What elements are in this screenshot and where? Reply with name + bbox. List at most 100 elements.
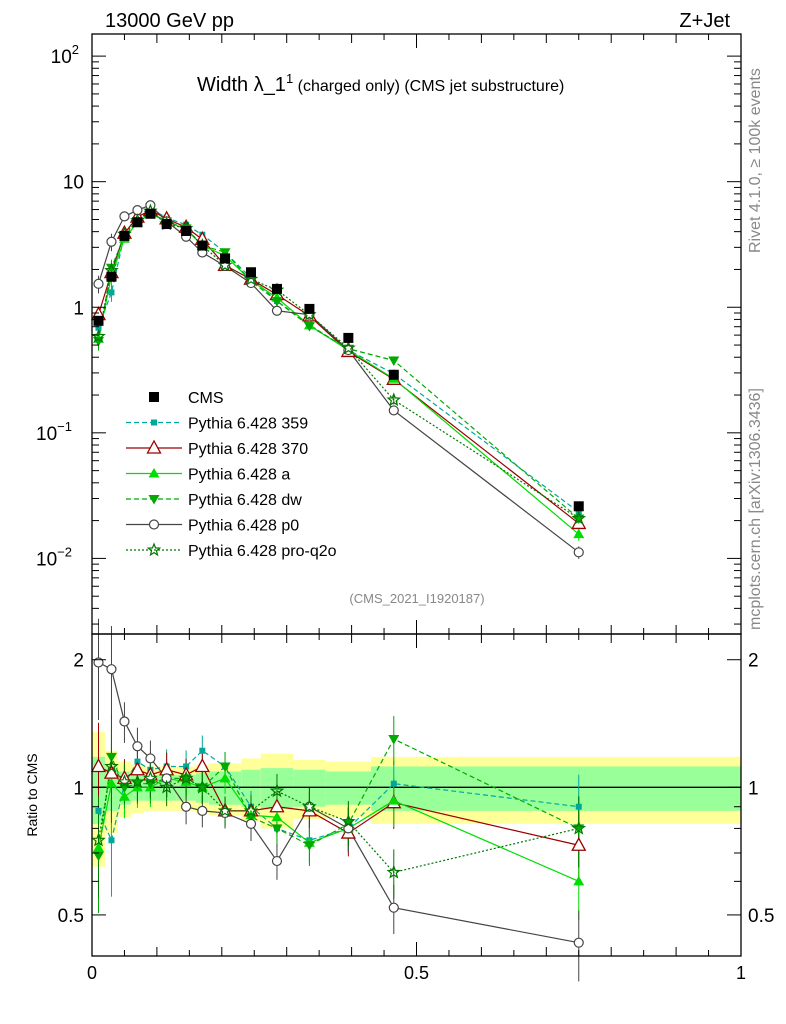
marker-main-p359 bbox=[95, 324, 102, 331]
marker-ratio-pp0 bbox=[132, 741, 143, 752]
ratio-y-tick-label: 0.5 bbox=[58, 906, 84, 927]
legend-label-pp0: Pythia 6.428 p0 bbox=[188, 518, 299, 535]
marker-ratio-pp0 bbox=[106, 664, 117, 675]
marker-ratio-pp0 bbox=[388, 902, 399, 913]
marker-ratio-p359 bbox=[108, 837, 115, 844]
tick-base: 1 bbox=[73, 298, 84, 319]
main-y-tick-label: 1 bbox=[73, 298, 84, 319]
marker-ratio-pp0 bbox=[181, 801, 192, 812]
main-y-tick-label: 10−2 bbox=[36, 544, 72, 570]
legend-marker-p359 bbox=[151, 419, 157, 426]
title-lambda: λ bbox=[254, 74, 264, 96]
legend-marker-cms bbox=[149, 392, 159, 402]
marker-ratio-pp0 bbox=[197, 805, 208, 816]
marker-ratio-pq2o bbox=[178, 770, 194, 785]
legend-label-pa: Pythia 6.428 a bbox=[188, 467, 290, 484]
main-y-tick-label: 10−1 bbox=[36, 419, 72, 445]
marker-main-pdw bbox=[303, 322, 315, 332]
marker-main-pp0 bbox=[271, 305, 283, 316]
legend: CMS Pythia 6.428 359 Pythia 6.428 370 Pythi… bbox=[126, 390, 337, 560]
marker-main-pp0 bbox=[119, 211, 130, 222]
ratio-y-tick-label-right: 1 bbox=[748, 778, 759, 799]
marker-main-pq2o bbox=[91, 328, 106, 343]
cms-point bbox=[246, 267, 257, 278]
cms-point bbox=[220, 253, 231, 264]
title-suffix: _1 bbox=[263, 74, 286, 96]
analysis-id: (CMS_2021_I1920187) bbox=[349, 591, 484, 606]
marker-ratio-pp0 bbox=[145, 753, 156, 764]
series-lines bbox=[97, 204, 580, 944]
marker-ratio-pa bbox=[573, 875, 585, 886]
line-main-p359 bbox=[97, 207, 580, 513]
marker-ratio-p370 bbox=[90, 758, 107, 773]
ratio-ylabel: Ratio to CMS bbox=[24, 753, 40, 836]
marker-ratio-pa bbox=[388, 795, 400, 805]
title-superscript: 1 bbox=[286, 71, 293, 86]
tick-base: 10 bbox=[36, 424, 57, 445]
ratio-y-tick-label: 2 bbox=[73, 651, 84, 672]
uncertainty-bands bbox=[92, 732, 741, 867]
line-main-pq2o bbox=[97, 210, 580, 519]
marker-main-pdw bbox=[105, 263, 117, 274]
marker-ratio-pdw bbox=[92, 851, 104, 862]
marker-ratio-p359 bbox=[95, 807, 102, 814]
cms-point bbox=[343, 332, 354, 343]
line-main-pp0 bbox=[97, 204, 580, 553]
cms-point bbox=[388, 369, 399, 380]
series-markers bbox=[90, 200, 587, 948]
marker-main-pq2o bbox=[571, 510, 587, 525]
tick-exponent: −1 bbox=[57, 419, 72, 434]
marker-main-p359 bbox=[108, 289, 115, 296]
marker-main-pq2o bbox=[243, 271, 259, 286]
cms-point bbox=[145, 208, 156, 219]
line-main-pa bbox=[97, 213, 580, 535]
legend-marker-p370 bbox=[146, 439, 162, 454]
cms-point bbox=[93, 315, 104, 326]
line-ratio-p359 bbox=[97, 749, 579, 843]
marker-main-pdw bbox=[219, 248, 231, 258]
marker-ratio-pdw bbox=[271, 824, 283, 834]
marker-ratio-pq2o bbox=[143, 770, 158, 785]
marker-ratio-pa bbox=[219, 772, 231, 783]
marker-main-pp0 bbox=[573, 547, 584, 558]
line-ratio-pdw bbox=[97, 738, 580, 856]
legend-label-p359: Pythia 6.428 359 bbox=[188, 416, 308, 433]
marker-ratio-pq2o bbox=[269, 783, 285, 798]
marker-ratio-pq2o bbox=[195, 779, 210, 794]
x-tick-label: 1 bbox=[736, 963, 746, 983]
tick-base: 10 bbox=[63, 173, 84, 194]
plot-title: Width λ_11 (charged only) (CMS jet subst… bbox=[197, 71, 564, 96]
marker-ratio-pp0 bbox=[119, 716, 130, 727]
marker-ratio-pq2o bbox=[386, 864, 402, 879]
marker-main-pp0 bbox=[106, 236, 117, 247]
main-y-tick-label: 10 bbox=[63, 173, 84, 194]
marker-ratio-pq2o bbox=[217, 803, 233, 818]
marker-ratio-pa bbox=[118, 791, 130, 801]
marker-ratio-p370 bbox=[269, 798, 285, 813]
marker-main-pp0 bbox=[93, 278, 104, 289]
cms-point bbox=[132, 217, 143, 228]
marker-main-pdw bbox=[271, 297, 283, 307]
marker-main-pa bbox=[573, 528, 585, 539]
ratio-y-tick-label-right: 2 bbox=[748, 651, 759, 672]
marker-ratio-pp0 bbox=[271, 855, 283, 867]
marker-ratio-pq2o bbox=[91, 832, 106, 847]
marker-ratio-p359 bbox=[575, 803, 582, 810]
cms-point bbox=[197, 240, 208, 251]
mcplots-label: mcplots.cern.ch [arXiv:1306.3436] bbox=[747, 388, 764, 630]
tick-exponent: −2 bbox=[57, 544, 72, 559]
line-main-pdw bbox=[97, 212, 580, 519]
title-subtitle: (charged only) (CMS jet substructure) bbox=[293, 78, 564, 95]
legend-label-pq2o: Pythia 6.428 pro-q2o bbox=[188, 543, 337, 560]
marker-main-pq2o bbox=[217, 257, 233, 272]
cms-point bbox=[119, 230, 130, 241]
legend-label-p370: Pythia 6.428 370 bbox=[188, 441, 308, 458]
marker-ratio-pa bbox=[92, 842, 104, 852]
marker-ratio-pq2o bbox=[104, 758, 119, 773]
cms-point bbox=[106, 271, 117, 282]
legend-marker-pdw bbox=[148, 495, 160, 505]
marker-ratio-pdw bbox=[219, 762, 231, 772]
marker-main-pq2o bbox=[341, 340, 356, 355]
rivet-label: Rivet 4.1.0, ≥ 100k events bbox=[747, 68, 764, 253]
